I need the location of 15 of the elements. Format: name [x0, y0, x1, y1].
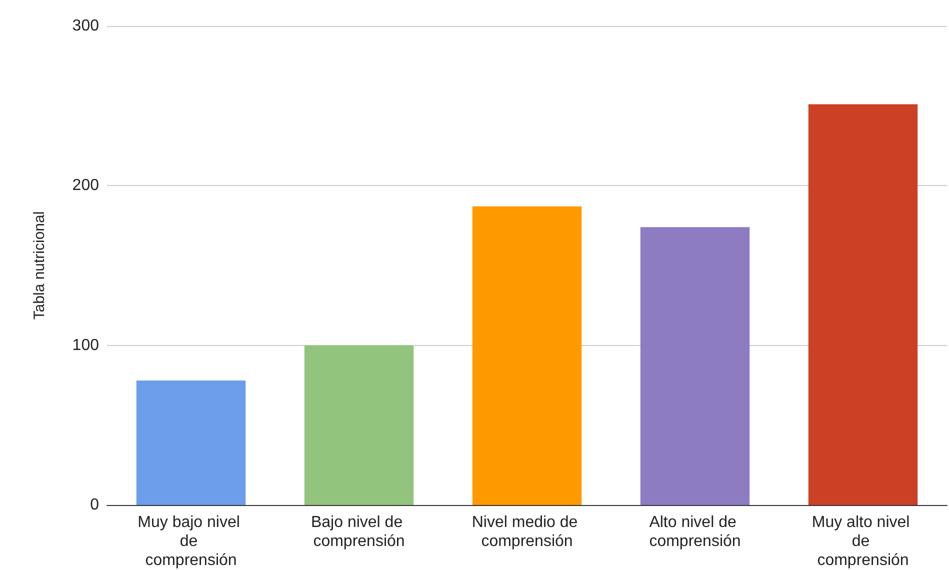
bar [304, 345, 414, 505]
bar [640, 227, 750, 505]
y-tick-label: 0 [90, 496, 100, 514]
y-tick-label: 300 [72, 18, 100, 34]
y-tick-label: 100 [72, 336, 100, 354]
bar [472, 206, 582, 505]
x-tick-label: Muy alto nivel de comprensión [812, 514, 914, 569]
x-tick-label: Muy bajo nivel de comprensión [138, 514, 244, 569]
y-axis-title: Tabla nutricional [31, 211, 48, 320]
x-tick-label: Nivel medio de comprensión [472, 514, 582, 550]
x-tick-label: Alto nivel de comprensión [649, 514, 741, 550]
bar [136, 380, 246, 505]
bar [808, 104, 918, 505]
y-tick-label: 200 [72, 177, 100, 194]
x-tick-label: Bajo nivel de comprensión [310, 514, 408, 550]
